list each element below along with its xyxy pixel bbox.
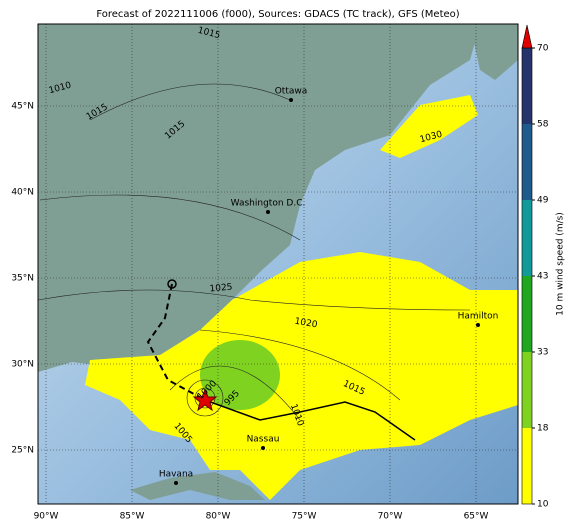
storm-position — [192, 388, 218, 412]
track-point — [167, 279, 177, 289]
lat-tick-label: 45°N — [11, 102, 34, 112]
city-marker — [261, 446, 265, 450]
city-marker — [289, 98, 293, 102]
wind-area-green — [200, 340, 280, 410]
colorbar-segment — [522, 352, 532, 428]
lat-tick-label: 40°N — [11, 188, 34, 198]
land — [38, 24, 480, 436]
forecast-track — [204, 399, 416, 441]
city-label: Havana — [159, 470, 193, 480]
colorbar-segment — [522, 124, 532, 200]
isobar-label: 1025 — [209, 283, 233, 295]
colorbar-tick-label: 58 — [537, 120, 549, 130]
wind-area-yellow — [85, 252, 518, 500]
colorbar-segment — [522, 276, 532, 352]
past-track — [146, 283, 206, 401]
colorbar-tick-label: 18 — [537, 424, 549, 434]
cuba — [130, 472, 265, 500]
colorbar-tick-label: 70 — [537, 44, 549, 54]
city-label: Hamilton — [458, 312, 499, 322]
isobar — [186, 379, 224, 417]
wind-area-yellow — [380, 95, 478, 158]
title: Forecast of 2022111006 (f000), Sources: … — [96, 9, 459, 20]
land-ne — [470, 24, 518, 80]
lat-tick-label: 30°N — [11, 360, 34, 370]
colorbar-label: 10 m wind speed (m/s) — [556, 212, 566, 316]
lon-tick-label: 65°W — [464, 512, 489, 522]
lon-tick-label: 75°W — [292, 512, 317, 522]
colorbar-tick-label: 10 — [537, 500, 549, 510]
city-label: Nassau — [247, 435, 280, 445]
colorbar-tick-label: 33 — [537, 348, 548, 358]
lat-tick-label: 25°N — [11, 446, 34, 456]
colorbar-segment — [522, 200, 532, 276]
lon-tick-label: 70°W — [378, 512, 403, 522]
colorbar-segment — [522, 48, 532, 124]
map-frame — [37, 23, 519, 505]
colorbar-extend — [521, 24, 533, 49]
isobars — [38, 83, 471, 421]
lon-tick-label: 90°W — [34, 512, 59, 522]
lat-tick-label: 35°N — [11, 274, 34, 284]
city-marker — [476, 323, 480, 327]
city-label: Washington D.C. — [231, 199, 306, 209]
lon-tick-label: 85°W — [120, 512, 145, 522]
colorbar-segment — [522, 428, 532, 504]
city-label: Ottawa — [275, 87, 308, 97]
colorbar-tick-label: 49 — [537, 196, 549, 206]
lon-tick-label: 80°W — [206, 512, 231, 522]
city-marker — [174, 481, 178, 485]
city-marker — [266, 210, 270, 214]
isobar-label: 1020 — [294, 317, 319, 331]
colorbar-tick-label: 43 — [537, 272, 548, 282]
map-area: Ottawa Washington D.C. Hamilton Nassau Havan… — [38, 24, 518, 504]
